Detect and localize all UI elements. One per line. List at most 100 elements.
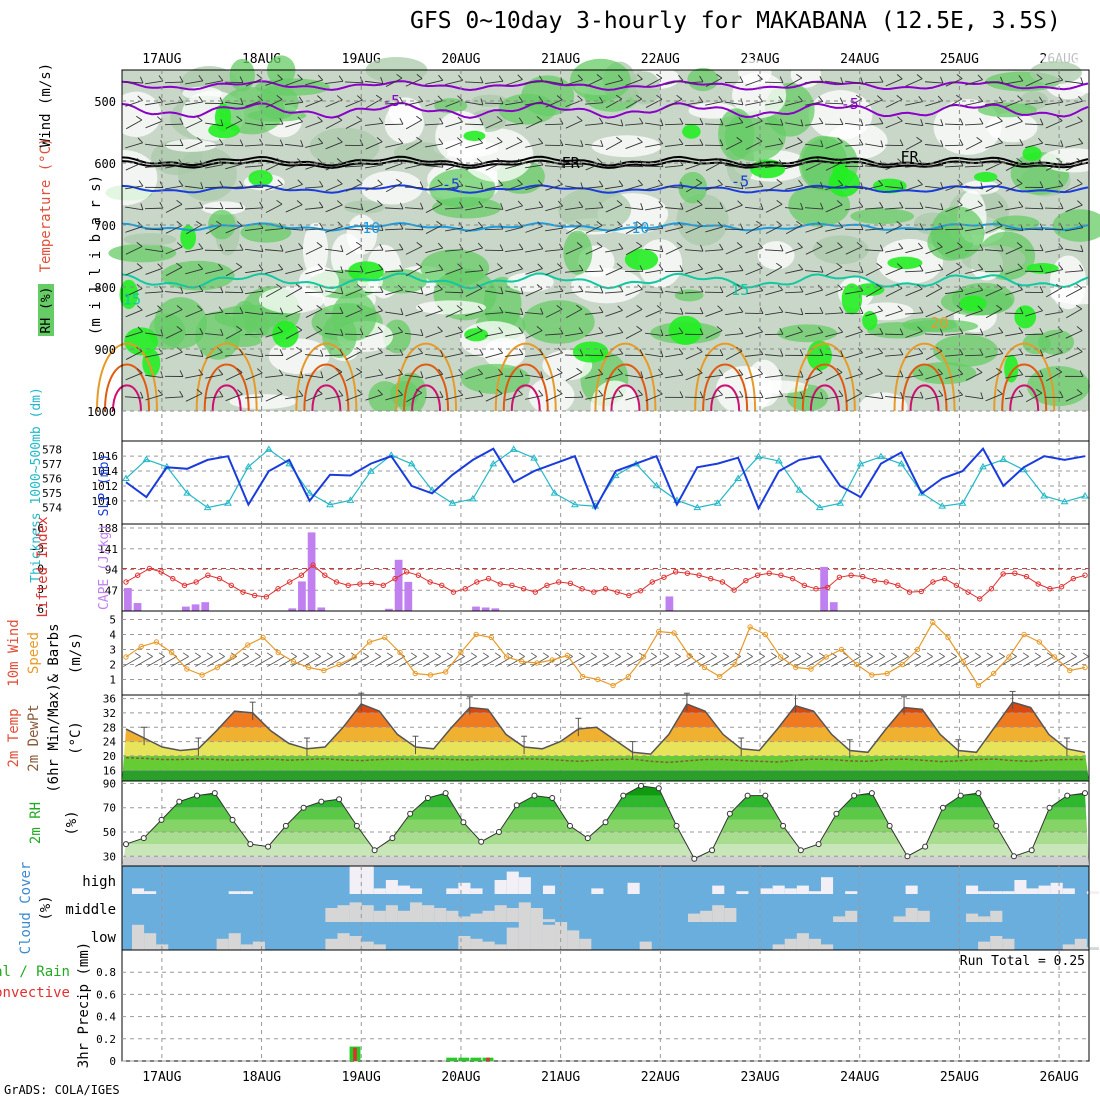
wind-barb (384, 348, 404, 357)
wind-barb-flag (957, 200, 963, 206)
rh-patch (1049, 255, 1087, 310)
wind-barb-shaft (725, 140, 743, 150)
wind-barb (405, 158, 424, 169)
wind10m-point (640, 654, 647, 660)
surface-wind-barb-flag (854, 652, 861, 657)
wind-barb-shaft (1005, 206, 1023, 211)
lifted-index-point (895, 582, 901, 589)
wind-barb-flag (797, 326, 803, 332)
wind-barb (685, 347, 703, 360)
wind10m-point (168, 649, 175, 656)
slp-tick-label: 1012 (92, 480, 119, 493)
wind-barb-flag (599, 264, 604, 272)
wind-barb-flag (1060, 140, 1064, 147)
wind-barb-shaft (725, 287, 743, 298)
wind-barb (304, 286, 324, 294)
surface-wind-barb-shaft (891, 656, 909, 667)
wind-barb (305, 242, 323, 255)
wind-barb-shaft (885, 162, 903, 171)
wind-barb (985, 389, 1003, 402)
wind-barb-shaft (1005, 183, 1023, 192)
wind-barb-flag (696, 200, 703, 206)
wind-barb (705, 326, 723, 339)
surface-wind-barb (1011, 652, 1029, 667)
wind-barb (965, 305, 983, 317)
wind-barb-flag (538, 201, 544, 208)
warm-isotherm (1001, 363, 1048, 412)
cloud-bar-middle (434, 908, 447, 922)
wind-barb-shaft (985, 393, 1003, 402)
surface-wind-barb-flag (338, 652, 345, 657)
wind-barb-flag (899, 139, 904, 146)
wind-barb-flag (679, 391, 684, 398)
wind-barb-flag (716, 326, 723, 331)
wind-barb-flag (499, 244, 504, 251)
wind-barb-flag (1079, 264, 1084, 271)
wind-barb-flag (798, 95, 804, 102)
rh-legend-swatch (38, 284, 54, 336)
wind-barb-shaft (164, 396, 184, 399)
wind-barb-shaft (384, 270, 404, 273)
wind-barb-flag (278, 263, 284, 270)
wind-barb-flag (436, 220, 443, 226)
wind-barb (865, 283, 883, 298)
wind-barb-shaft (525, 164, 543, 169)
wind-barb (405, 305, 423, 317)
wind-barb-flag (596, 242, 603, 247)
rh-patch (933, 334, 999, 367)
surface-wind-barb-shaft (735, 656, 753, 667)
thickness-point (550, 489, 559, 496)
wind-barb-shaft (145, 267, 163, 275)
wind-barb-flag (319, 180, 324, 187)
wind-barb (725, 242, 743, 255)
wind-barb-flag (879, 222, 884, 229)
wind-barb-shaft (565, 308, 583, 319)
wind-barb-shaft (904, 312, 924, 315)
wind-barb (704, 139, 724, 147)
cloud-bar-high (410, 888, 423, 894)
surface-wind-barb (903, 652, 921, 667)
wind-barb (285, 325, 303, 340)
wind-barb-shaft (785, 100, 803, 107)
wind-barb-flag (919, 202, 924, 209)
wind-barb-flag (1039, 370, 1044, 377)
wind-barb (785, 263, 804, 274)
wind-barb-flag (680, 286, 684, 294)
wind-barb (584, 96, 604, 105)
wind-barb-shaft (505, 268, 523, 275)
wind-barb-flag (1056, 116, 1063, 122)
cloud-bar-middle (397, 910, 411, 922)
wind-barb (244, 328, 264, 335)
wind-barb-shaft (965, 268, 983, 274)
wind-barb-shaft (864, 207, 884, 210)
wind-barb (265, 74, 283, 86)
isotherm-label: 10 (631, 219, 649, 237)
wind-barb-flag (837, 284, 843, 290)
wind-barb-shaft (185, 268, 203, 275)
wind-barb (804, 76, 824, 84)
wind-barb-flag (658, 368, 664, 375)
wind-barb-shaft (625, 329, 643, 339)
slp-tick-label: 1016 (92, 450, 119, 463)
wind-barb-shaft (465, 142, 483, 149)
wind-barb-shaft (944, 123, 964, 126)
wind-barb-shaft (685, 204, 703, 213)
wind-barb-shaft (1025, 310, 1043, 317)
wind-barb-shaft (965, 310, 983, 317)
wind-barb (705, 73, 723, 88)
date-label-bottom: 20AUG (441, 1070, 480, 1085)
wind-barb-shaft (325, 80, 343, 84)
wind-barb-flag (138, 180, 144, 187)
wind-barb-shaft (185, 290, 203, 294)
wind-barb-shaft (905, 184, 923, 191)
surface-wind-barb-shaft (363, 656, 381, 667)
surface-wind-barb-flag (830, 652, 837, 657)
wind-barb (885, 74, 903, 87)
wind-barb-flag (1076, 157, 1083, 163)
wind-barb-shaft (845, 98, 863, 109)
wind-barb-flag (879, 328, 884, 335)
wind-barb-shaft (425, 203, 443, 213)
wind-barb-shaft (404, 186, 424, 189)
wind-barb-shaft (1005, 227, 1023, 232)
wind-barb-shaft (525, 268, 543, 275)
